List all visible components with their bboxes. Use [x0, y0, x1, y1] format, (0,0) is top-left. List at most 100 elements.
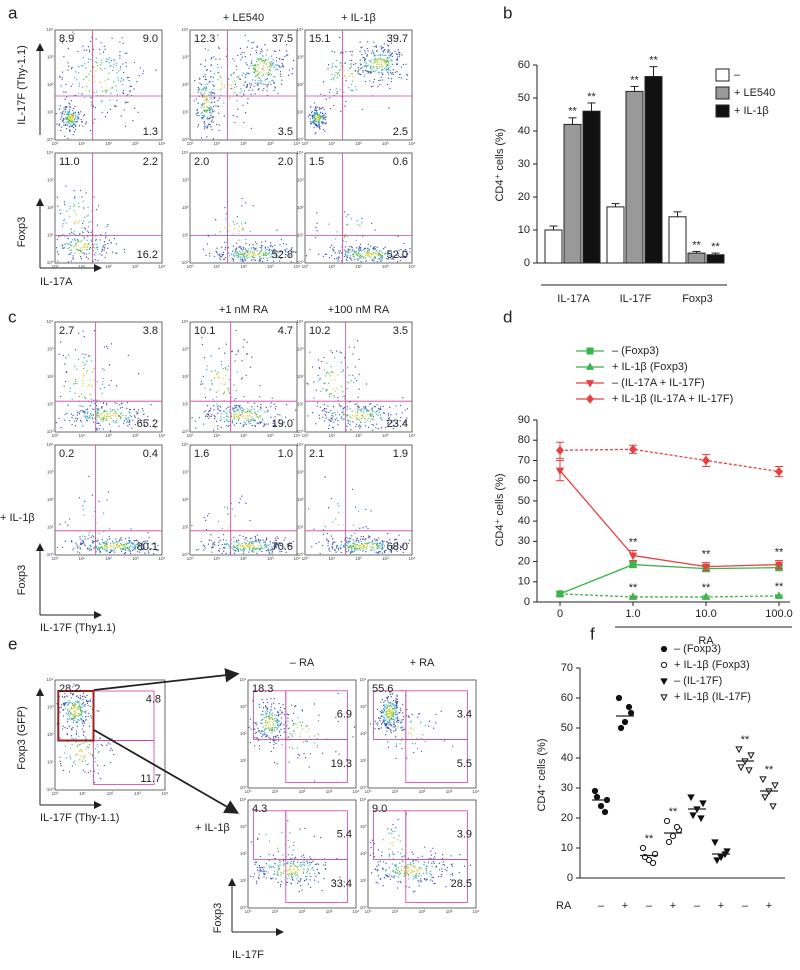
- flow-events: [318, 357, 382, 423]
- x-tick-label: +: [766, 900, 772, 912]
- flow-events: [68, 205, 95, 253]
- significance-label: **: [629, 582, 638, 594]
- flow-x-tick-label: 10¹: [213, 141, 220, 146]
- flow-events: [70, 705, 90, 758]
- y-tick-label: 10: [561, 842, 573, 854]
- marker: [759, 776, 767, 784]
- flow-x-tick-label: 10¹: [328, 433, 335, 438]
- quadrant-value: 10.2: [309, 325, 330, 337]
- y-tick-label: 50: [561, 722, 573, 734]
- gate: [93, 740, 155, 785]
- flow-x-tick-label: 10⁰: [302, 433, 309, 438]
- flow-y-tick-label: 10⁴: [47, 677, 54, 682]
- row-label: + IL-1β: [0, 512, 35, 524]
- flow-y-tick-label: 10⁰: [297, 260, 304, 265]
- legend-swatch: [715, 104, 730, 118]
- y-tick-label: 0: [524, 596, 530, 608]
- flow-x-tick-label: 10¹: [392, 789, 399, 794]
- flow-y-tick-label: 10³: [47, 470, 54, 475]
- flow-y-tick-label: 10⁴: [47, 319, 54, 324]
- significance-label: **: [568, 106, 577, 118]
- flow-events: [224, 225, 261, 257]
- quadrant-value: 19.0: [272, 418, 293, 430]
- flow-x-tick-label: 10⁴: [353, 909, 360, 914]
- quadrant-value: 5.4: [337, 828, 352, 840]
- flow-events: [219, 221, 270, 259]
- marker: [660, 678, 668, 686]
- panel-letter: b: [503, 3, 512, 22]
- flow-y-tick-label: 10²: [297, 82, 304, 87]
- flow-x-tick-label: 10⁰: [302, 556, 309, 561]
- flow-events: [77, 505, 140, 552]
- y-axis-label: Foxp3 (GFP): [16, 706, 28, 770]
- legend-label: + IL-1β (IL-17F): [674, 691, 751, 703]
- x-tick-label: –: [742, 900, 749, 912]
- significance-label: **: [587, 91, 596, 103]
- flow-y-tick-label: 10⁴: [182, 442, 189, 447]
- marker: [660, 694, 668, 702]
- flow-events: [64, 699, 100, 766]
- flow-plot-frame: [304, 444, 413, 556]
- x-tick-label: –: [598, 900, 605, 912]
- flow-y-tick-label: 10⁴: [182, 27, 189, 32]
- flow-plot-frame: [54, 29, 163, 141]
- flow-events: [210, 366, 261, 422]
- flow-y-tick-label: 10²: [47, 205, 54, 210]
- y-tick-label: 30: [561, 782, 573, 794]
- legend-label: –: [734, 69, 741, 81]
- marker: [689, 812, 697, 820]
- quadrant-value: 3.8: [143, 325, 158, 337]
- flow-x-tick-label: 10²: [107, 791, 114, 796]
- flow-x-tick-label: 10¹: [78, 433, 85, 438]
- gate: [405, 739, 468, 784]
- series-line: [559, 593, 780, 598]
- marker: [665, 838, 673, 846]
- flow-plot-frame: [304, 29, 413, 141]
- y-tick-label: 10: [518, 224, 530, 236]
- flow-events: [69, 355, 133, 424]
- y-tick-label: 50: [518, 495, 530, 507]
- flow-x-tick-label: 10³: [446, 909, 453, 914]
- flow-y-tick-label: 10³: [182, 470, 189, 475]
- flow-events: [191, 329, 297, 432]
- flow-plot-frame: [189, 152, 298, 264]
- flow-events: [68, 69, 106, 122]
- flow-x-tick-label: 10¹: [213, 556, 220, 561]
- flow-x-tick-label: 10²: [299, 909, 306, 914]
- flow-y-tick-label: 10³: [297, 347, 304, 352]
- flow-y-tick-label: 10²: [297, 374, 304, 379]
- flow-events: [203, 62, 268, 108]
- flow-y-tick-label: 10¹: [240, 758, 247, 763]
- x-axis-label: RA: [556, 900, 572, 912]
- flow-y-tick-label: 10⁴: [182, 319, 189, 324]
- quadrant-value: 2.5: [393, 126, 408, 138]
- flow-events: [92, 516, 124, 549]
- flow-events: [227, 525, 259, 549]
- flow-x-tick-label: 10⁴: [294, 556, 301, 561]
- quadrant-value: 2.0: [278, 156, 293, 168]
- marker: [769, 803, 777, 811]
- flow-y-tick-label: 10¹: [297, 402, 304, 407]
- x-axis-label: IL-17A: [40, 276, 73, 288]
- marker: [591, 787, 599, 795]
- gate-arrow: [93, 668, 240, 691]
- marker: [629, 444, 637, 454]
- flow-y-tick-label: 10¹: [47, 760, 54, 765]
- flow-events: [336, 223, 386, 259]
- flow-y-tick-label: 10¹: [47, 233, 54, 238]
- flow-y-tick-label: 10¹: [297, 110, 304, 115]
- y-tick-label: 70: [561, 662, 573, 674]
- flow-x-tick-label: 10²: [105, 264, 112, 269]
- flow-x-tick-label: 10⁰: [245, 909, 252, 914]
- flow-y-tick-label: 10⁰: [360, 905, 367, 910]
- x-tick-label: +: [622, 900, 628, 912]
- flow-y-tick-label: 10⁴: [360, 677, 367, 682]
- marker: [669, 832, 677, 840]
- quadrant-value: 3.9: [457, 828, 472, 840]
- panel-letter: c: [8, 307, 17, 326]
- marker: [555, 467, 565, 476]
- flow-x-tick-label: 10⁰: [52, 433, 59, 438]
- flow-y-tick-label: 10¹: [47, 402, 54, 407]
- flow-y-tick-label: 10⁴: [297, 27, 304, 32]
- flow-y-tick-label: 10²: [182, 497, 189, 502]
